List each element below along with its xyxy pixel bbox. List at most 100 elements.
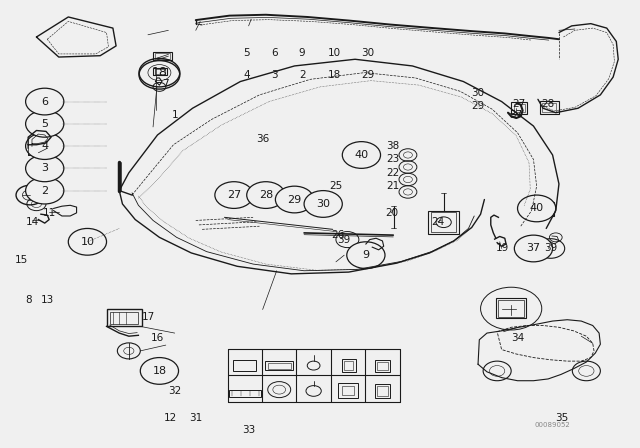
Text: 40: 40: [529, 203, 544, 213]
Text: 14: 14: [26, 217, 38, 227]
Text: 4: 4: [41, 141, 48, 151]
Bar: [375, 384, 390, 398]
Text: 18: 18: [152, 366, 166, 376]
Text: 9: 9: [362, 250, 369, 260]
Text: 25: 25: [330, 181, 342, 191]
Text: 8: 8: [25, 295, 31, 305]
Text: 21: 21: [387, 181, 400, 191]
Text: 37: 37: [509, 110, 523, 120]
Circle shape: [347, 242, 385, 268]
Text: 29: 29: [287, 194, 301, 205]
Text: 4: 4: [243, 70, 250, 80]
Circle shape: [26, 111, 64, 137]
Text: 28: 28: [541, 99, 555, 109]
Text: 7: 7: [163, 79, 169, 89]
Circle shape: [342, 142, 381, 168]
Text: 39: 39: [544, 243, 557, 254]
Text: 2: 2: [41, 185, 48, 196]
Text: 6: 6: [271, 47, 277, 58]
Bar: [499, 300, 524, 317]
Bar: [342, 359, 356, 372]
Circle shape: [515, 235, 552, 262]
Bar: [342, 386, 355, 396]
Bar: [542, 103, 556, 112]
Text: 39: 39: [337, 235, 350, 245]
Text: 40: 40: [355, 150, 369, 160]
Text: 5: 5: [243, 47, 250, 58]
Bar: [531, 202, 554, 216]
Circle shape: [275, 186, 314, 213]
Bar: [375, 360, 390, 372]
Text: 30: 30: [361, 47, 374, 58]
Bar: [428, 211, 459, 234]
Bar: [378, 362, 388, 370]
Circle shape: [140, 358, 179, 384]
Text: 35: 35: [556, 413, 569, 422]
Text: 10: 10: [81, 237, 95, 247]
Text: 00089052: 00089052: [534, 422, 570, 428]
Text: 27: 27: [227, 190, 241, 200]
Text: 12: 12: [164, 413, 177, 422]
Circle shape: [26, 133, 64, 159]
Bar: [378, 386, 388, 396]
Text: 20: 20: [385, 208, 398, 218]
Text: 18: 18: [152, 66, 167, 79]
Text: 36: 36: [256, 134, 269, 144]
Bar: [533, 203, 552, 215]
Text: 2: 2: [299, 70, 305, 80]
Text: 29: 29: [472, 101, 484, 111]
Text: 38: 38: [387, 141, 400, 151]
Bar: [431, 212, 456, 232]
Text: 31: 31: [189, 413, 202, 422]
Bar: [153, 52, 172, 60]
Circle shape: [26, 155, 64, 182]
Bar: [265, 361, 293, 370]
Circle shape: [26, 88, 64, 115]
Bar: [268, 363, 291, 369]
Text: 10: 10: [328, 47, 340, 58]
Text: 30: 30: [316, 199, 330, 209]
Text: 13: 13: [41, 295, 54, 305]
Bar: [339, 383, 358, 398]
Text: 28: 28: [259, 190, 273, 200]
Bar: [106, 310, 141, 327]
Circle shape: [68, 228, 106, 255]
Text: 29: 29: [361, 70, 374, 80]
Text: 24: 24: [431, 217, 445, 227]
Bar: [229, 390, 260, 397]
Text: 5: 5: [41, 119, 48, 129]
Text: 22: 22: [387, 168, 400, 178]
Text: 26: 26: [332, 230, 344, 240]
Text: 18: 18: [328, 70, 340, 80]
Text: 17: 17: [141, 313, 155, 323]
Bar: [155, 69, 165, 74]
Bar: [511, 103, 527, 114]
Bar: [155, 53, 170, 59]
Text: 1: 1: [172, 110, 178, 120]
Bar: [234, 360, 256, 371]
Text: 37: 37: [527, 243, 541, 254]
Bar: [344, 361, 353, 370]
Text: 15: 15: [15, 254, 28, 265]
Circle shape: [304, 190, 342, 217]
Bar: [540, 101, 559, 114]
Text: 33: 33: [242, 425, 255, 435]
Bar: [514, 104, 525, 112]
Text: 34: 34: [511, 332, 524, 343]
Text: 11: 11: [42, 208, 56, 218]
Text: 3: 3: [41, 164, 48, 173]
Circle shape: [518, 195, 556, 222]
Bar: [28, 148, 40, 155]
Bar: [153, 68, 167, 75]
Text: 3: 3: [271, 70, 277, 80]
Text: 32: 32: [168, 386, 181, 396]
Text: 19: 19: [496, 243, 509, 254]
Text: 9: 9: [299, 47, 305, 58]
Text: 23: 23: [387, 155, 400, 164]
Text: 6: 6: [41, 97, 48, 107]
Text: 27: 27: [512, 99, 525, 109]
Circle shape: [26, 177, 64, 204]
Bar: [496, 298, 527, 319]
Circle shape: [246, 182, 285, 208]
Text: 16: 16: [151, 332, 164, 343]
